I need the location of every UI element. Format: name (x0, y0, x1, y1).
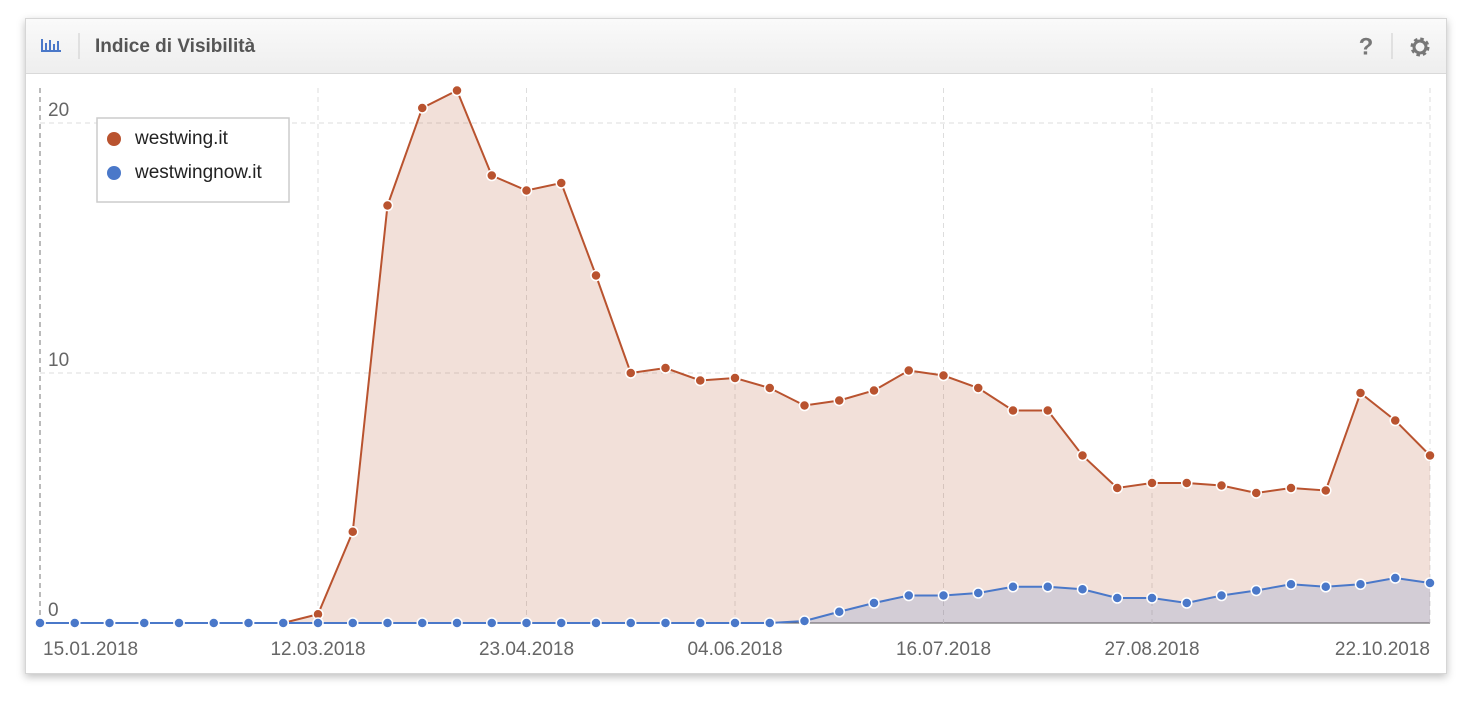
x-tick-label: 27.08.2018 (1104, 639, 1199, 660)
x-tick-label: 22.10.2018 (1335, 639, 1430, 660)
data-point (729, 617, 741, 629)
x-tick-label: 04.06.2018 (687, 639, 782, 660)
x-tick-label: 15.01.2018 (43, 639, 138, 660)
header-icons: ? (41, 33, 1430, 60)
data-point (451, 84, 463, 97)
data-point (694, 617, 706, 629)
data-point (590, 269, 602, 282)
data-point (1354, 387, 1367, 399)
data-point (312, 617, 324, 629)
data-point (1215, 479, 1228, 492)
data-point (347, 617, 359, 629)
legend-box (96, 117, 290, 203)
data-point (1181, 477, 1193, 489)
area (40, 90, 1430, 623)
data-point (1424, 449, 1436, 462)
data-point (1007, 581, 1019, 593)
data-point (798, 399, 811, 412)
data-point (138, 617, 150, 629)
data-point (1320, 581, 1332, 593)
data-point (937, 369, 950, 382)
data-point (416, 617, 428, 629)
data-point (1007, 404, 1019, 417)
x-tick-label: 23.04.2018 (479, 639, 574, 660)
data-point (1389, 414, 1401, 427)
data-point (520, 617, 533, 629)
data-point (1320, 484, 1332, 497)
data-point (868, 384, 880, 397)
data-point (903, 589, 915, 602)
data-point (1424, 577, 1436, 589)
help-icon[interactable]: ? (1359, 33, 1374, 60)
legend-swatch (107, 166, 121, 180)
data-point (486, 169, 498, 182)
widget-header: ? Indice di Visibilità (26, 19, 1446, 74)
data-point (69, 617, 81, 629)
data-point (381, 199, 394, 212)
data-point (729, 372, 741, 384)
data-point (1111, 482, 1123, 494)
data-point (416, 102, 428, 114)
y-tick-label: 10 (48, 350, 69, 371)
data-point (1042, 581, 1054, 593)
x-tick-label: 12.03.2018 (270, 639, 365, 660)
data-point (833, 606, 845, 618)
data-point (1146, 592, 1158, 604)
data-point (1042, 404, 1054, 417)
data-point (208, 617, 220, 629)
data-point (1146, 477, 1158, 489)
data-point (625, 617, 637, 629)
data-point (1076, 583, 1089, 595)
data-point (1181, 597, 1193, 609)
data-point (555, 177, 567, 189)
data-point (903, 364, 915, 377)
data-point (937, 589, 950, 602)
data-point (1215, 589, 1228, 602)
x-tick-label: 16.07.2018 (896, 639, 991, 660)
data-point (625, 367, 637, 379)
data-point (34, 617, 46, 629)
data-point (520, 184, 533, 197)
data-point (590, 617, 602, 629)
data-point (1250, 487, 1262, 499)
legend-label: westwingnow.it (134, 162, 262, 183)
data-point (694, 374, 706, 387)
data-point (555, 617, 567, 629)
data-point (242, 617, 255, 629)
data-point (1285, 482, 1297, 494)
data-point (972, 587, 984, 599)
data-point (451, 617, 463, 629)
legend-label: westwing.it (134, 128, 229, 149)
y-tick-label: 20 (48, 100, 69, 121)
data-point (486, 617, 498, 629)
data-point (1285, 578, 1297, 590)
data-point (1111, 592, 1123, 604)
data-point (173, 617, 185, 629)
data-point (798, 615, 811, 627)
data-point (347, 526, 359, 538)
data-point (103, 617, 116, 629)
data-point (972, 382, 984, 394)
data-point (1076, 449, 1089, 462)
legend: westwing.it westwingnow.it (96, 117, 290, 203)
data-point (764, 617, 776, 629)
data-point (1389, 572, 1401, 584)
data-point (868, 597, 880, 609)
settings-icon[interactable] (1410, 37, 1430, 57)
chart-icon[interactable] (41, 39, 61, 52)
legend-swatch (107, 132, 121, 146)
data-point (381, 617, 394, 629)
data-point (764, 382, 776, 394)
data-point (659, 362, 672, 374)
data-point (659, 617, 672, 629)
data-point (833, 394, 845, 407)
data-point (277, 617, 289, 629)
y-tick-label: 0 (48, 600, 59, 621)
widget-title: Indice di Visibilità (95, 36, 256, 57)
data-point (1250, 584, 1262, 597)
data-point (1354, 578, 1367, 590)
